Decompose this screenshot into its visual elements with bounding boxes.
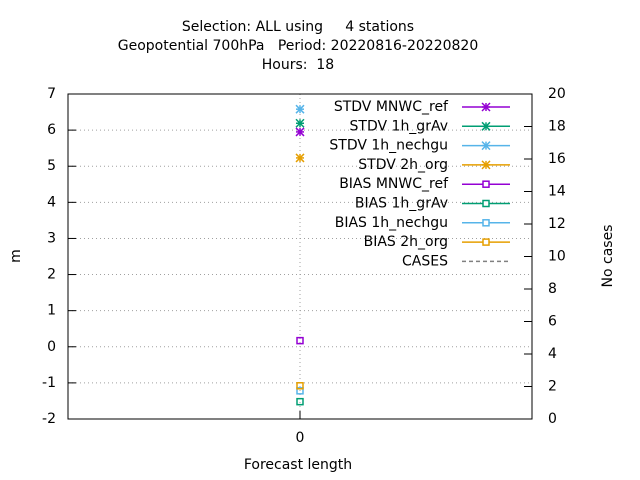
legend-marker [482, 238, 490, 246]
point [296, 397, 304, 406]
legend-marker [481, 121, 491, 131]
point [295, 153, 305, 163]
legend-label: STDV 1h_grAv [350, 118, 448, 134]
y2-tick-label: 10 [548, 249, 566, 265]
y-tick-label: 4 [47, 194, 56, 210]
plot-border [67, 93, 533, 420]
legend-marker [482, 219, 490, 227]
y-tick-label: 2 [47, 267, 56, 283]
legend-label: STDV 2h_org [358, 157, 448, 173]
legend-label: STDV 1h_nechgu [329, 138, 448, 154]
legend-marker [482, 180, 490, 188]
y-tick-label: 1 [47, 303, 56, 319]
y-tick-label: -1 [42, 375, 56, 391]
legend-marker [481, 141, 491, 151]
legend-marker [481, 160, 491, 170]
y-tick-label: -2 [42, 411, 56, 427]
y2-tick-label: 12 [548, 216, 566, 232]
legend-label: BIAS 1h_nechgu [335, 215, 448, 231]
legend-marker [482, 199, 490, 208]
y2-tick-label: 18 [548, 119, 566, 135]
legend-label: BIAS 1h_grAv [355, 196, 448, 212]
y2-tick-label: 8 [548, 281, 557, 297]
point [295, 118, 305, 128]
y2-tick-label: 6 [548, 314, 557, 330]
y2-tick-label: 16 [548, 151, 566, 167]
y2-tick-label: 0 [548, 411, 557, 427]
y2-tick-label: 4 [548, 346, 557, 362]
y-tick-label: 5 [47, 158, 56, 174]
y-tick-label: 0 [47, 339, 56, 355]
y-tick-label: 7 [47, 86, 56, 102]
y-tick-label: 3 [47, 230, 56, 246]
point [296, 382, 304, 390]
y-tick-label: 6 [47, 122, 56, 138]
y-axis-label: m [8, 249, 24, 263]
y2-axis-label: No cases [600, 225, 616, 288]
legend-label: BIAS 2h_org [364, 234, 448, 250]
point [295, 104, 305, 114]
legend-label: CASES [402, 253, 448, 269]
y2-tick-label: 14 [548, 184, 566, 200]
legend-label: STDV MNWC_ref [334, 99, 449, 115]
title-line: Hours: 18 [262, 57, 334, 73]
y2-tick-label: 2 [548, 379, 557, 395]
title-line: Selection: ALL using 4 stations [182, 19, 414, 35]
y2-tick-label: 20 [548, 86, 566, 102]
point [295, 127, 305, 137]
legend-marker [481, 102, 491, 112]
title-line: Geopotential 700hPa Period: 20220816-202… [118, 38, 478, 54]
legend-label: BIAS MNWC_ref [339, 176, 449, 192]
x-tick-label: 0 [296, 430, 305, 446]
point [296, 336, 304, 345]
x-axis-label: Forecast length [244, 457, 352, 473]
point [296, 387, 304, 395]
